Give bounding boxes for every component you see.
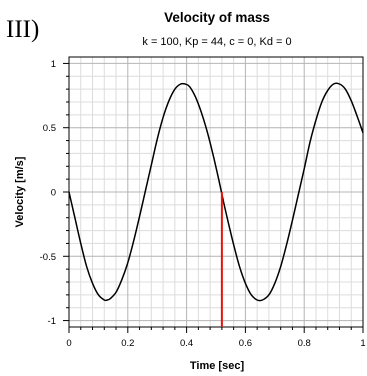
major-grid [68, 57, 364, 327]
x-tick-label: 0.8 [298, 338, 311, 349]
panel-label: III) [6, 16, 39, 43]
y-tick-label: -1 [48, 316, 56, 327]
x-axis-label: Time [sec] [190, 360, 245, 372]
y-tick-labels: 1 0.5 0 -0.5 -1 [40, 59, 56, 327]
y-tick-label: 0.5 [43, 123, 56, 134]
y-tick-label: 1 [51, 59, 56, 70]
x-tick-label: 0 [66, 338, 71, 349]
x-tick-label: 0.4 [180, 338, 193, 349]
chart-subtitle: k = 100, Kp = 44, c = 0, Kd = 0 [142, 36, 291, 48]
y-axis-label: Velocity [m/s] [14, 156, 26, 227]
chart-title: Velocity of mass [164, 10, 270, 25]
axis-ticks [63, 62, 364, 333]
x-tick-label: 0.2 [121, 338, 134, 349]
series-group [68, 82, 364, 302]
x-tick-label: 0.6 [239, 338, 252, 349]
y-tick-label: -0.5 [40, 252, 56, 263]
x-tick-labels: 0 0.2 0.4 0.6 0.8 1 [66, 338, 365, 349]
x-tick-label: 1 [360, 338, 365, 349]
velocity-series-line [68, 82, 364, 302]
y-tick-label: 0 [51, 188, 56, 199]
